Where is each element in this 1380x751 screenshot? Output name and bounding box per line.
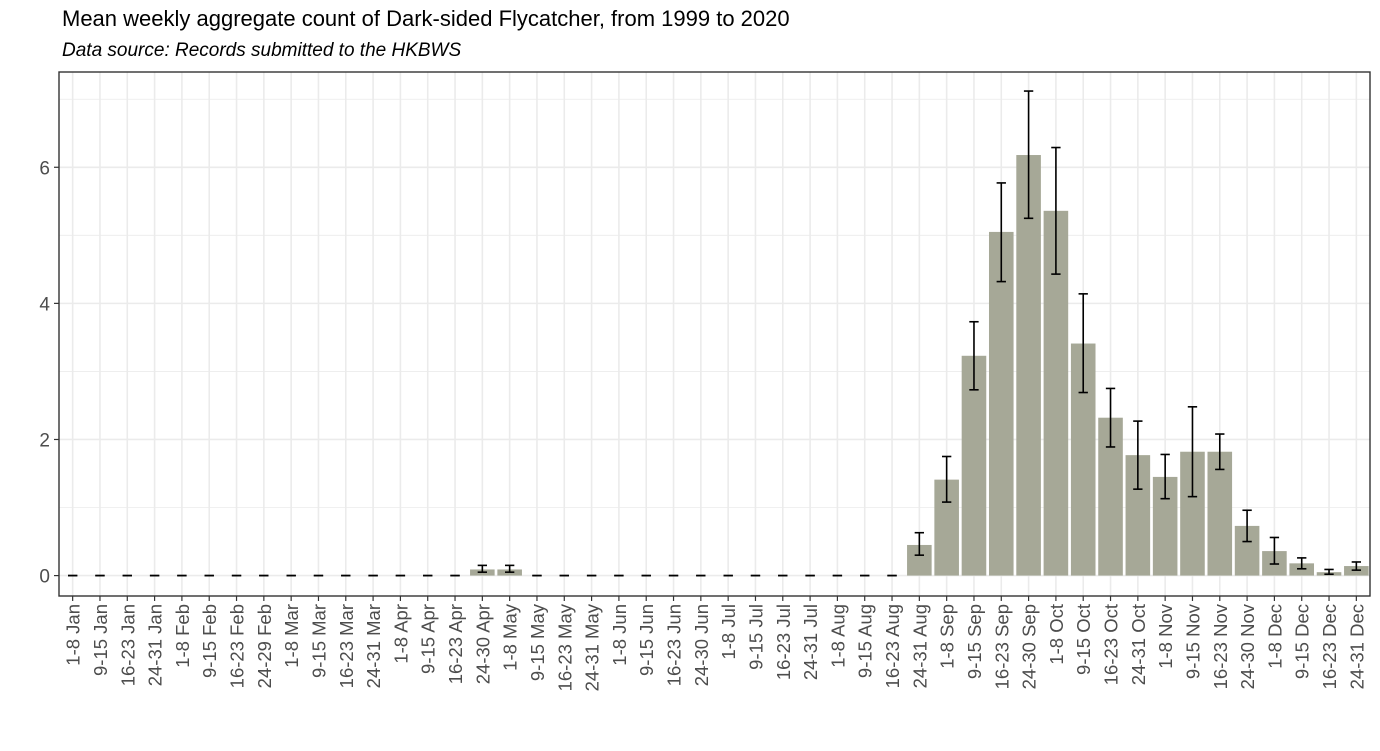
panel-background xyxy=(59,72,1370,596)
x-tick-label: 16-23 Oct xyxy=(1101,604,1122,685)
error-bar xyxy=(477,564,488,573)
x-tick-label: 9-15 Sep xyxy=(964,604,985,679)
x-tick-label: 9-15 Jan xyxy=(90,604,111,676)
x-tick-label: 16-23 May xyxy=(554,603,575,691)
x-tick-label: 9-15 Aug xyxy=(855,604,876,678)
error-bar xyxy=(1215,433,1225,471)
x-tick-label: 24-31 Jan xyxy=(145,604,166,686)
x-tick-label: 16-23 Dec xyxy=(1319,604,1340,689)
x-tick-label: 1-8 Apr xyxy=(390,604,411,664)
panel-border xyxy=(58,71,1371,597)
x-tick-label: 16-23 Aug xyxy=(882,604,903,688)
error-bar xyxy=(1051,146,1061,275)
x-tick-label: 1-8 Mar xyxy=(281,604,302,668)
x-tick-label: 24-31 Aug xyxy=(909,604,930,688)
error-bar xyxy=(969,320,979,391)
x-tick-label: 9-15 Jul xyxy=(745,604,766,670)
x-tick-label: 24-31 May xyxy=(582,603,603,691)
x-tick-label: 16-23 Nov xyxy=(1210,603,1231,689)
x-tick-label: 16-23 Sep xyxy=(991,604,1012,689)
x-tick-label: 16-23 Mar xyxy=(336,604,357,688)
y-tick-label: 6 xyxy=(39,158,50,179)
x-axis: 1-8 Jan 9-15 Jan 16-23 Jan 24-31 Jan 1-8 Feb… xyxy=(63,596,1367,691)
x-tick-label: 1-8 Nov xyxy=(1155,603,1176,669)
x-tick-label: 16-23 Apr xyxy=(445,604,466,684)
x-tick-label: 1-8 Sep xyxy=(937,604,958,669)
error-bar xyxy=(996,182,1006,283)
x-tick-label: 1-8 May xyxy=(500,603,521,671)
error-bar xyxy=(1297,557,1307,570)
error-bar xyxy=(1242,509,1252,543)
x-tick-label: 1-8 Feb xyxy=(172,604,193,668)
grid-lines xyxy=(59,72,1370,596)
bar xyxy=(961,355,987,576)
error-bar xyxy=(1187,406,1198,498)
x-tick-label: 1-8 Jun xyxy=(609,604,630,666)
x-tick-label: 9-15 Jun xyxy=(636,604,657,676)
x-tick-label: 16-23 Feb xyxy=(227,604,248,688)
error-bar xyxy=(941,455,952,503)
error-bar xyxy=(1105,387,1116,448)
error-bar xyxy=(504,564,515,573)
error-bar xyxy=(1133,420,1143,490)
chart-title: Mean weekly aggregate count of Dark-side… xyxy=(62,6,790,31)
x-tick-label: 9-15 Oct xyxy=(1073,604,1094,675)
x-tick-label: 1-8 Jan xyxy=(63,604,84,666)
x-tick-label: 24-30 Sep xyxy=(1019,604,1040,689)
x-tick-label: 24-30 Apr xyxy=(472,604,493,684)
x-tick-label: 1-8 Jul xyxy=(718,604,739,660)
error-bar xyxy=(914,531,925,556)
x-tick-label: 1-8 Oct xyxy=(1046,604,1067,665)
x-tick-label: 24-30 Nov xyxy=(1237,603,1258,689)
x-tick-label: 1-8 Aug xyxy=(827,604,848,668)
x-tick-label: 24-31 Jul xyxy=(800,604,821,680)
x-tick-label: 16-23 Jun xyxy=(664,604,685,686)
bar xyxy=(1016,155,1041,576)
x-tick-label: 24-31 Dec xyxy=(1346,604,1367,689)
x-tick-label: 9-15 Apr xyxy=(418,604,439,674)
x-tick-label: 1-8 Dec xyxy=(1264,604,1285,669)
error-bar xyxy=(1078,293,1088,394)
x-tick-label: 16-23 Jul xyxy=(773,604,794,680)
x-tick-label: 9-15 Nov xyxy=(1182,603,1203,679)
y-tick-label: 0 xyxy=(39,567,50,588)
chart-subtitle: Data source: Records submitted to the HK… xyxy=(62,40,462,61)
x-tick-label: 9-15 Mar xyxy=(308,604,329,678)
y-tick-label: 4 xyxy=(39,294,50,315)
error-bar xyxy=(1324,568,1334,576)
bar xyxy=(1207,451,1233,576)
x-tick-label: 24-31 Mar xyxy=(363,604,384,688)
x-tick-label: 9-15 May xyxy=(527,603,548,681)
x-tick-label: 16-23 Jan xyxy=(117,604,138,686)
error-bar xyxy=(1269,536,1280,565)
x-tick-label: 24-31 Oct xyxy=(1128,604,1149,685)
x-tick-label: 9-15 Feb xyxy=(199,604,220,678)
error-bar xyxy=(1160,453,1170,500)
error-bar xyxy=(1023,90,1034,220)
error-bar xyxy=(1351,561,1362,571)
error-bars xyxy=(67,90,1362,577)
bar xyxy=(988,231,1014,576)
x-tick-label: 24-29 Feb xyxy=(254,604,275,688)
x-tick-label: 9-15 Dec xyxy=(1292,604,1313,679)
y-axis: 0 2 4 6 xyxy=(39,158,59,588)
x-tick-label: 24-30 Jun xyxy=(691,604,712,686)
y-tick-label: 2 xyxy=(39,430,50,451)
